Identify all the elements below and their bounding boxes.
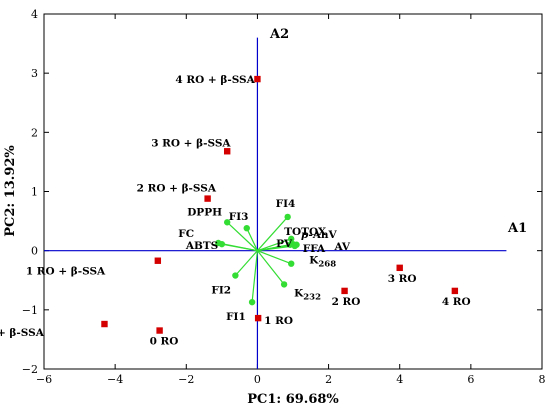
loading-point-fi2 <box>232 272 239 279</box>
loading-label-abts: ABTS <box>185 240 218 252</box>
sample-point-2-ro-ssa <box>204 195 211 202</box>
y-ticks: −2 −1 0 1 2 3 4 <box>22 8 542 376</box>
loading-point-fi4 <box>284 213 291 221</box>
sample-label-0-ro: 0 RO <box>150 336 179 348</box>
sample-point-3-ro-ssa <box>223 148 231 155</box>
loading-label-dpph: DPPH <box>187 206 222 218</box>
loading-label-fi3: FI3 <box>229 211 249 223</box>
axis-name-a1: A1 <box>507 221 527 236</box>
y-tick-label: 3 <box>31 67 38 80</box>
y-tick-label: −2 <box>22 363 38 376</box>
x-tick-label: −4 <box>107 373 123 386</box>
sample-label-2-ro-ssa: 2 RO + β-SSA <box>137 183 217 195</box>
loading-vectors <box>215 213 300 306</box>
x-tick-label: −2 <box>178 373 194 386</box>
sample-point-1-ro <box>254 314 262 322</box>
loading-vector-fi4 <box>256 216 289 252</box>
loading-vector-fi3 <box>246 227 258 251</box>
loading-label-k232: K232 <box>294 287 321 302</box>
y-tick-label: −1 <box>22 304 38 317</box>
sample-point-4-ro-ssa <box>254 75 261 83</box>
loading-label-totox: TOTOX <box>284 226 327 238</box>
x-tick-label: 2 <box>325 373 332 386</box>
loading-label-fi2: FI2 <box>211 285 231 297</box>
x-tick-label: −6 <box>36 373 52 386</box>
sample-point-2-ro <box>341 287 348 295</box>
reference-axes <box>44 37 507 369</box>
loading-point-fi1 <box>248 298 256 306</box>
loading-point-fi3 <box>243 224 250 232</box>
axis-name-a2: A2 <box>269 27 289 42</box>
sample-label-1-ro: 1 RO <box>264 315 293 327</box>
loading-point-abts <box>218 240 226 248</box>
loading-vector-fi1 <box>251 250 259 303</box>
y-tick-label: 4 <box>31 8 38 21</box>
sample-point-1-ro-ssa <box>154 257 162 264</box>
loading-vector-k268 <box>257 250 292 265</box>
x-axis-title: PC1: 69.68% <box>247 392 339 407</box>
loading-label-pv: PV <box>276 238 293 250</box>
sample-point-0-ro-ssa <box>101 320 108 328</box>
loading-vector-dpph <box>226 221 258 252</box>
loading-label-fc: FC <box>178 228 194 240</box>
loading-vector-k232 <box>256 250 285 285</box>
loading-point-av <box>293 241 300 248</box>
loading-point-k232 <box>280 281 288 288</box>
sample-point-4-ro <box>451 287 459 295</box>
loading-point-k268 <box>288 260 295 267</box>
y-axis-title: PC2: 13.92% <box>3 145 18 237</box>
point-labels: 4 RO + β-SSA 3 RO + β-SSA 2 RO + β-SSA 1 RO… <box>0 74 471 347</box>
y-tick-label: 1 <box>31 186 38 199</box>
loading-label-p-anv: p-AnV <box>301 229 337 241</box>
x-tick-label: 8 <box>539 373 546 386</box>
sample-label-4-ro-ssa: 4 RO + β-SSA <box>175 74 255 86</box>
sample-label-1-ro-ssa: 1 RO + β-SSA <box>26 266 106 278</box>
sample-label-3-ro: 3 RO <box>388 273 417 285</box>
loading-label-ffa: FFA <box>303 243 326 255</box>
sample-label-2-ro: 2 RO <box>332 296 361 308</box>
sample-points <box>101 75 459 334</box>
loading-label-av: AV <box>334 241 351 253</box>
sample-point-0-ro <box>156 327 163 334</box>
loading-label-fi4: FI4 <box>276 198 296 210</box>
loading-vector-totox <box>257 238 292 252</box>
y-tick-label: 0 <box>31 245 38 258</box>
loading-vector-av <box>257 244 297 252</box>
loading-vector-abts <box>221 243 258 252</box>
loading-point-dpph <box>223 219 231 226</box>
sample-label-4-ro: 4 RO <box>442 296 471 308</box>
loading-label-k268: K268 <box>309 255 336 270</box>
sample-label-0-ro-ssa: 0 RO + β-SSA <box>0 327 45 339</box>
sample-point-3-ro <box>396 264 403 272</box>
y-tick-label: 2 <box>31 126 38 139</box>
x-tick-label: 4 <box>396 373 403 386</box>
x-tick-label: 6 <box>467 373 474 386</box>
sample-label-3-ro-ssa: 3 RO + β-SSA <box>151 137 231 149</box>
plot-frame <box>43 13 543 370</box>
loading-point-totox <box>288 235 295 243</box>
loading-vector-fi2 <box>234 250 258 276</box>
x-tick-label: 0 <box>254 373 261 386</box>
loading-label-fi1: FI1 <box>226 311 246 323</box>
